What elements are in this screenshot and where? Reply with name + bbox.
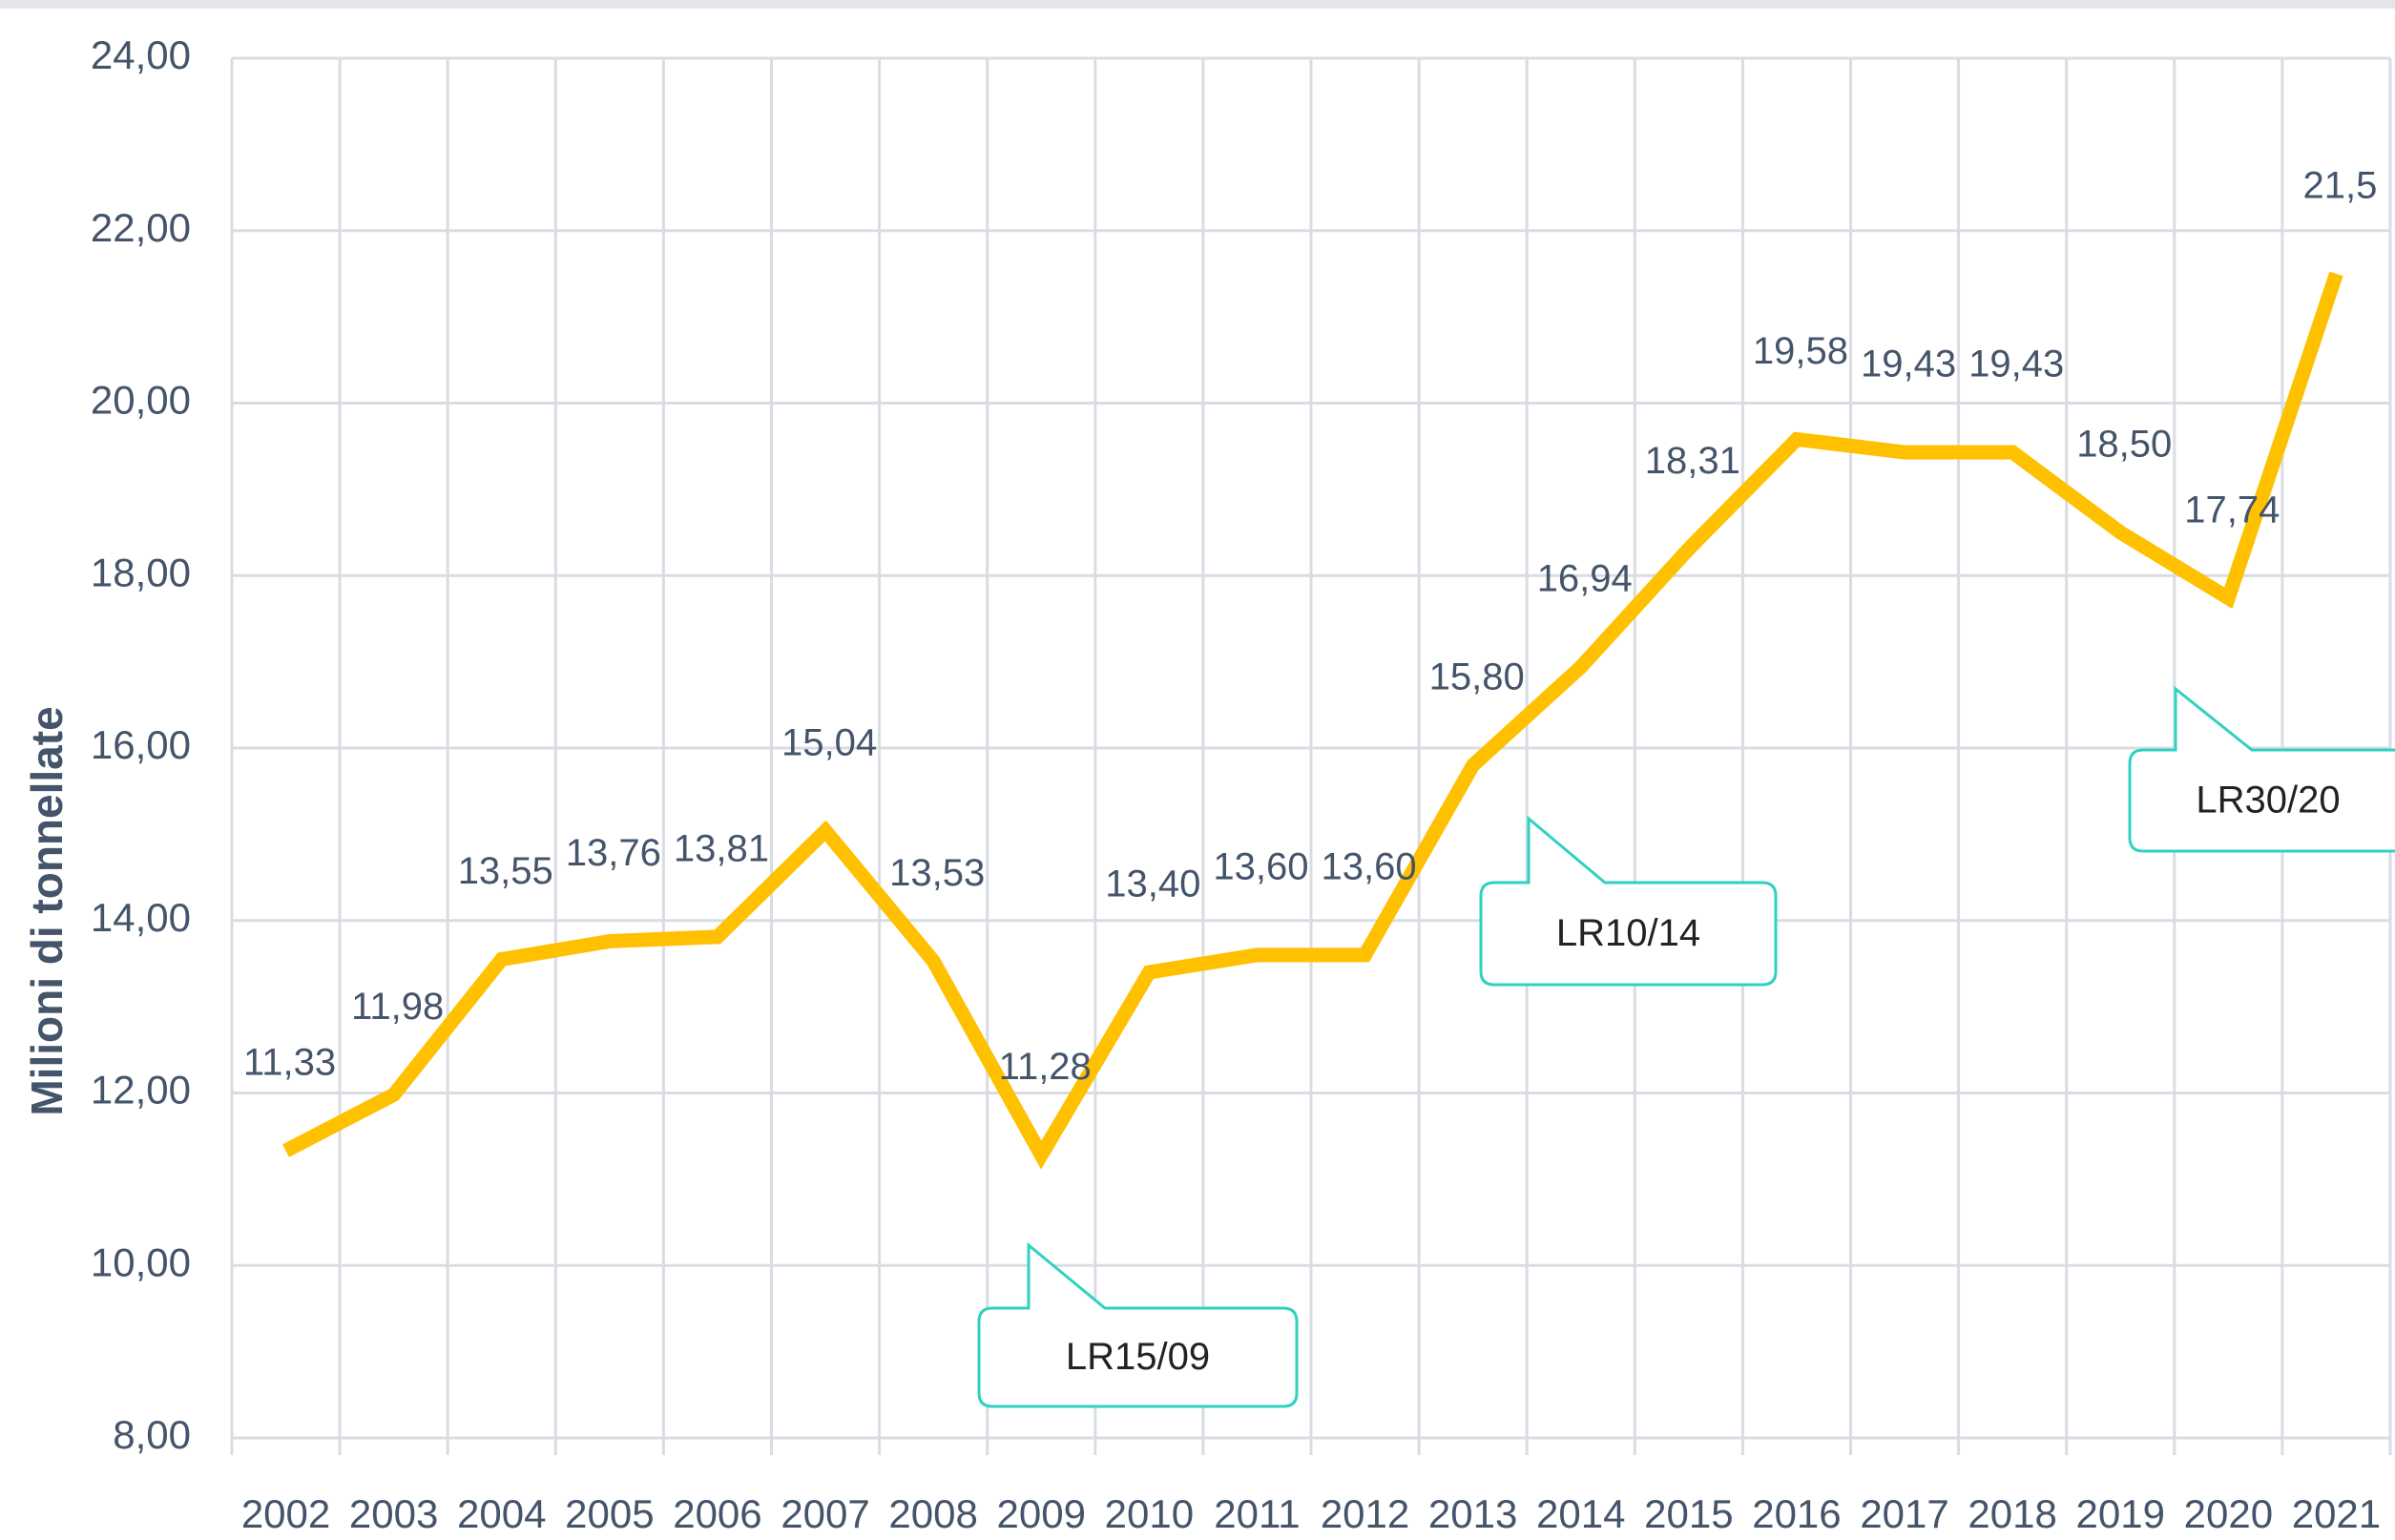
x-tick-label: 2011 (1214, 1491, 1300, 1536)
data-label: 19,43 (1861, 343, 1956, 385)
data-label: 11,28 (999, 1046, 1092, 1088)
x-tick-label: 2008 (888, 1491, 977, 1536)
callout-shape (2128, 685, 2395, 853)
x-tick-label: 2015 (1644, 1491, 1733, 1536)
data-label: 19,43 (1968, 343, 2064, 385)
x-tick-label: 2004 (457, 1491, 546, 1536)
y-tick-label: 12,00 (91, 1068, 191, 1113)
callout: LR30/20 (2128, 685, 2395, 853)
callout: LR15/09 (977, 1241, 1299, 1408)
data-label: 15,04 (781, 721, 877, 763)
x-tick-label: 2006 (673, 1491, 761, 1536)
x-tick-label: 2003 (349, 1491, 438, 1536)
x-tick-label: 2007 (781, 1491, 869, 1536)
data-label: 15,80 (1429, 656, 1525, 698)
x-tick-label: 2016 (1752, 1491, 1841, 1536)
callout-text: LR10/14 (1556, 912, 1700, 954)
data-label: 13,40 (1105, 864, 1200, 905)
callout-shape (1479, 815, 1778, 987)
data-label: 13,53 (889, 852, 985, 894)
data-label: 16,94 (1537, 558, 1633, 600)
data-label: 13,81 (674, 827, 769, 869)
callout: LR10/14 (1479, 815, 1778, 987)
data-label: 17,74 (2184, 489, 2280, 531)
y-tick-label: 18,00 (91, 550, 191, 594)
data-label: 19,58 (1753, 330, 1848, 372)
x-tick-label: 2018 (1968, 1491, 2056, 1536)
data-label: 11,98 (351, 986, 444, 1028)
data-label: 18,50 (2076, 424, 2172, 466)
x-tick-label: 2012 (1321, 1491, 1409, 1536)
x-tick-label: 2013 (1428, 1491, 1517, 1536)
data-label: 13,60 (1321, 845, 1416, 887)
top-bar (0, 0, 2395, 9)
x-tick-label: 2002 (241, 1491, 330, 1536)
x-tick-label: 2021 (2292, 1491, 2381, 1536)
y-tick-label: 22,00 (91, 205, 191, 250)
x-tick-label: 2020 (2184, 1491, 2273, 1536)
y-tick-label: 14,00 (91, 895, 191, 940)
callout-text: LR30/20 (2196, 780, 2340, 822)
data-label: 11,33 (243, 1042, 336, 1084)
x-tick-label: 2017 (1860, 1491, 1948, 1536)
x-tick-label: 2009 (997, 1491, 1086, 1536)
data-label: 18,31 (1645, 440, 1740, 482)
data-label: 21,5 (2303, 165, 2378, 207)
x-tick-label: 2010 (1105, 1491, 1194, 1536)
y-tick-label: 16,00 (91, 722, 191, 767)
y-tick-label: 24,00 (91, 32, 191, 77)
data-label: 13,60 (1213, 845, 1308, 887)
y-tick-label: 10,00 (91, 1239, 191, 1284)
callout-text: LR15/09 (1066, 1336, 1210, 1378)
y-tick-label: 20,00 (91, 378, 191, 423)
y-tick-label: 8,00 (113, 1412, 191, 1457)
x-tick-label: 2019 (2076, 1491, 2165, 1536)
x-tick-label: 2014 (1536, 1491, 1625, 1536)
callout-shape (977, 1241, 1299, 1408)
data-line (282, 271, 2343, 1170)
x-tick-label: 2005 (565, 1491, 654, 1536)
data-label: 13,55 (458, 850, 553, 892)
data-label: 13,76 (566, 832, 661, 874)
y-axis-label: Milioni di tonnellate (22, 706, 72, 1115)
